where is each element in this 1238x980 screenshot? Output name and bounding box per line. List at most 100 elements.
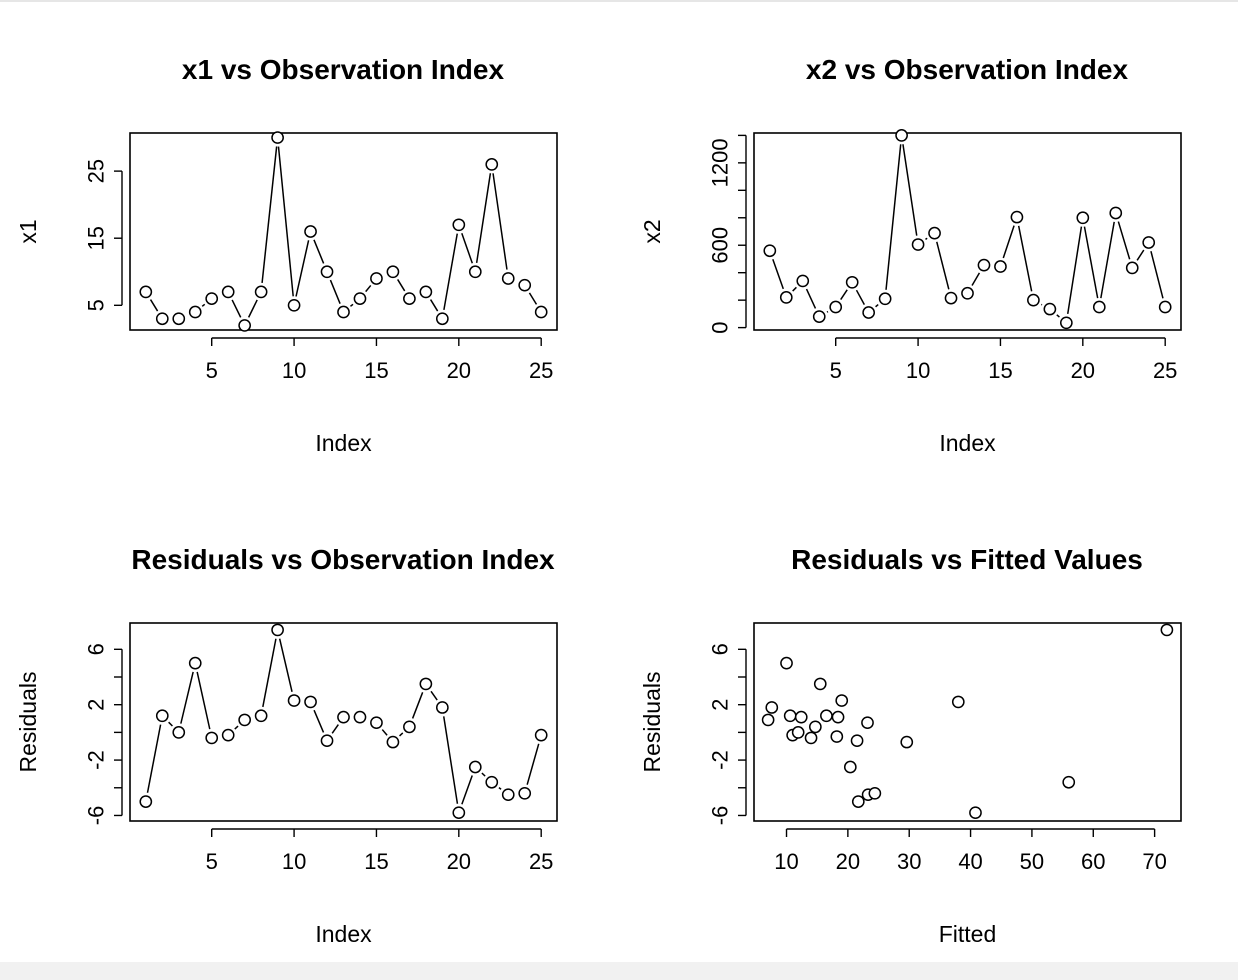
data-point: [780, 656, 793, 670]
data-point: [911, 238, 925, 251]
data-point: [761, 713, 775, 727]
y-axis: 0 600 1200: [708, 134, 747, 334]
data-point: [969, 806, 982, 820]
x-tick-label: 60: [1081, 849, 1105, 874]
y-tick-label: 1200: [708, 138, 733, 187]
y-axis-label: x1: [15, 219, 41, 243]
data-point: [452, 806, 466, 820]
x-axis-label: Index: [315, 430, 372, 456]
data-point: [813, 677, 827, 691]
series-line-segment: [971, 272, 981, 286]
data-point: [804, 731, 818, 745]
data-point: [900, 735, 914, 749]
plot-frame: [753, 132, 1182, 331]
plot-frame: [129, 622, 558, 822]
series-line-segment: [350, 303, 354, 307]
x-tick-label: 10: [906, 358, 930, 383]
data-point: [851, 795, 865, 808]
x-tick-label: 15: [364, 358, 388, 383]
data-point: [779, 291, 793, 304]
data-point: [835, 694, 849, 707]
data-point: [1158, 300, 1172, 314]
window-bottom-band: [0, 962, 1238, 980]
series-line-segment: [1083, 226, 1099, 299]
series-line-segment: [1100, 221, 1115, 299]
series-line-segment: [461, 233, 474, 264]
series-line-segment: [1017, 225, 1033, 292]
data-point: [763, 244, 777, 258]
data-point: [238, 713, 252, 727]
data-point: [271, 131, 284, 144]
series-line-segment: [329, 279, 341, 304]
x-tick-label: 5: [206, 849, 218, 874]
series-line-segment: [168, 721, 173, 727]
data-point: [868, 786, 882, 800]
data-point: [337, 710, 350, 724]
data-point: [320, 265, 334, 279]
data-point: [155, 709, 169, 723]
series-line-segment: [429, 299, 439, 312]
x-tick-label: 25: [529, 358, 553, 383]
data-point: [951, 695, 965, 709]
data-point: [221, 285, 235, 299]
chart-title: x1 vs Observation Index: [182, 54, 505, 85]
data-point: [961, 286, 974, 300]
data-point: [188, 656, 202, 670]
y-axis: -6 -2 2 6: [708, 643, 747, 825]
chart-panel-4: Residuals vs Fitted Values 10 20 30 40 50 60 70…: [639, 544, 1182, 947]
series-line-segment: [331, 724, 339, 734]
data-point: [337, 305, 350, 319]
data-point: [1010, 210, 1024, 224]
x-tick-label: 20: [447, 849, 471, 874]
series-line-segment: [925, 237, 928, 241]
data-point: [783, 709, 797, 723]
series-line-segment: [247, 299, 258, 318]
x-tick-label: 10: [282, 358, 306, 383]
data-point: [843, 760, 857, 774]
y-tick-label: -6: [708, 806, 733, 826]
data-point: [468, 760, 482, 774]
data-point: [534, 728, 548, 742]
data-point: [155, 312, 169, 326]
data-point: [1160, 623, 1174, 637]
x-tick-label: 30: [897, 849, 921, 874]
data-point: [812, 310, 826, 323]
series-line-segment: [234, 725, 239, 730]
data-point: [403, 720, 416, 734]
data-point: [254, 709, 268, 723]
y-axis: -6 -2 2 6: [84, 643, 123, 825]
series-line-segment: [278, 638, 293, 692]
y-tick-label: 5: [84, 299, 109, 311]
data-point: [435, 312, 449, 326]
x-axis: 10 20 30 40 50 60 70: [774, 828, 1167, 874]
chart-title: Residuals vs Observation Index: [131, 544, 555, 575]
data-point: [994, 260, 1007, 273]
x-tick-label: 25: [529, 849, 553, 874]
data-point: [386, 265, 400, 279]
series-line-segment: [201, 303, 206, 307]
x-axis: 5 10 15 20 25: [206, 337, 553, 383]
series-line-segment: [396, 279, 406, 292]
series-line-segment: [443, 233, 459, 310]
series-line-segment: [231, 299, 242, 318]
data-point: [1059, 316, 1073, 330]
series-line-segment: [1117, 221, 1131, 260]
data-point: [205, 292, 219, 305]
data-point: [287, 298, 301, 312]
data-point: [845, 275, 859, 289]
series-line-segment: [792, 286, 797, 292]
data-point: [1027, 293, 1040, 307]
data-point: [485, 158, 499, 171]
x-tick-label: 20: [1071, 358, 1095, 383]
series-line-segment: [1150, 251, 1164, 299]
data-point: [794, 710, 808, 724]
data-point: [1076, 211, 1090, 225]
data-point: [829, 300, 843, 314]
series-line-segment: [1066, 226, 1083, 315]
series-line-segment: [365, 284, 372, 293]
data-point: [1109, 206, 1123, 220]
series-line-segment: [149, 299, 159, 312]
data-point: [1125, 261, 1139, 275]
series-line-segment: [528, 292, 538, 305]
data-point: [1043, 302, 1057, 316]
